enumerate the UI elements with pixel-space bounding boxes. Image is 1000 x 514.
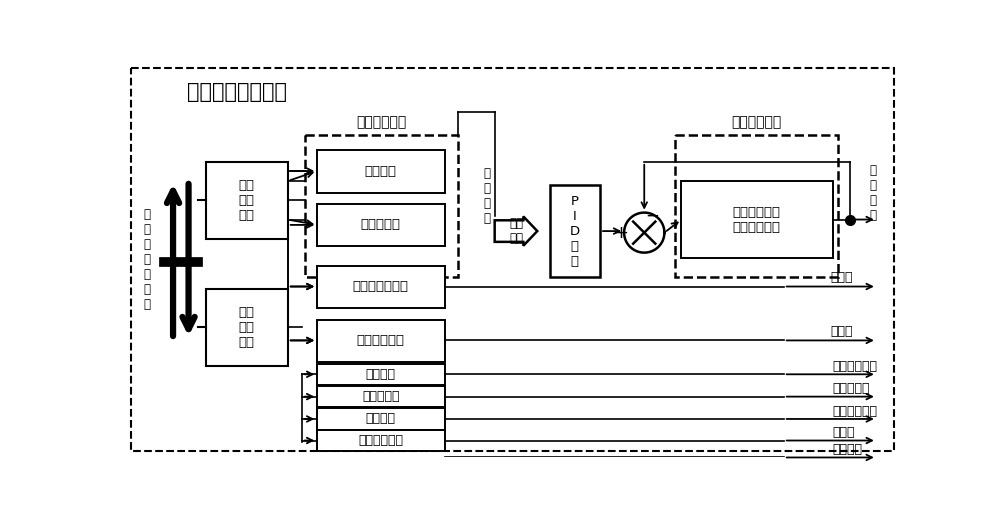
Polygon shape bbox=[317, 266, 445, 308]
Text: 导热油更换: 导热油更换 bbox=[362, 390, 400, 403]
Polygon shape bbox=[317, 430, 445, 451]
Text: P
I
D
调
节: P I D 调 节 bbox=[569, 195, 580, 268]
Text: 智能运维控制系统: 智能运维控制系统 bbox=[187, 82, 287, 102]
Polygon shape bbox=[317, 386, 445, 408]
Text: 蒸汽进口阀: 蒸汽进口阀 bbox=[833, 382, 870, 395]
Text: 硬件控制模块: 硬件控制模块 bbox=[732, 115, 782, 128]
Text: 流速控制: 流速控制 bbox=[365, 164, 397, 177]
Text: 导热油品检测: 导热油品检测 bbox=[357, 334, 405, 347]
Polygon shape bbox=[317, 320, 445, 362]
Text: 三通阀: 三通阀 bbox=[830, 325, 853, 338]
Polygon shape bbox=[550, 185, 600, 277]
Polygon shape bbox=[206, 289, 288, 366]
FancyArrow shape bbox=[495, 216, 537, 246]
Polygon shape bbox=[317, 150, 445, 193]
Text: 指令发出模块: 指令发出模块 bbox=[356, 115, 407, 128]
Text: 企
业
远
程
控
制
端: 企 业 远 程 控 制 端 bbox=[143, 208, 150, 311]
Polygon shape bbox=[305, 135, 458, 277]
Text: 导热油进口阀
导热油出口阀: 导热油进口阀 导热油出口阀 bbox=[733, 206, 781, 233]
Text: 阀
门
开
度: 阀 门 开 度 bbox=[869, 163, 876, 222]
Text: 排气阀: 排气阀 bbox=[830, 271, 853, 284]
Text: 双路电源: 双路电源 bbox=[833, 443, 863, 456]
Text: 故障
处理
指令: 故障 处理 指令 bbox=[239, 306, 255, 349]
Text: 导热油脱气脱水: 导热油脱气脱水 bbox=[353, 280, 409, 293]
Text: 备用电路启动: 备用电路启动 bbox=[358, 434, 403, 447]
Text: 油品检测装置: 油品检测装置 bbox=[833, 360, 878, 373]
Polygon shape bbox=[681, 181, 833, 258]
Text: 凝结水出口阀: 凝结水出口阀 bbox=[833, 405, 878, 418]
Text: 监
控
系
统: 监 控 系 统 bbox=[483, 168, 490, 226]
Text: 焦垢清除: 焦垢清除 bbox=[366, 412, 396, 426]
Text: 泄露处理: 泄露处理 bbox=[366, 368, 396, 381]
Polygon shape bbox=[624, 213, 664, 253]
Polygon shape bbox=[317, 204, 445, 247]
Text: −: − bbox=[645, 207, 659, 225]
Polygon shape bbox=[317, 408, 445, 430]
Polygon shape bbox=[206, 162, 288, 239]
Polygon shape bbox=[131, 68, 894, 451]
Polygon shape bbox=[675, 135, 838, 277]
Text: 日常
维护
指令: 日常 维护 指令 bbox=[239, 179, 255, 222]
Text: +: + bbox=[614, 224, 629, 242]
Text: 循环泵: 循环泵 bbox=[833, 426, 855, 439]
Text: 流量
温度: 流量 温度 bbox=[509, 217, 523, 245]
Polygon shape bbox=[317, 363, 445, 385]
Text: 导热油控温: 导热油控温 bbox=[361, 218, 401, 231]
